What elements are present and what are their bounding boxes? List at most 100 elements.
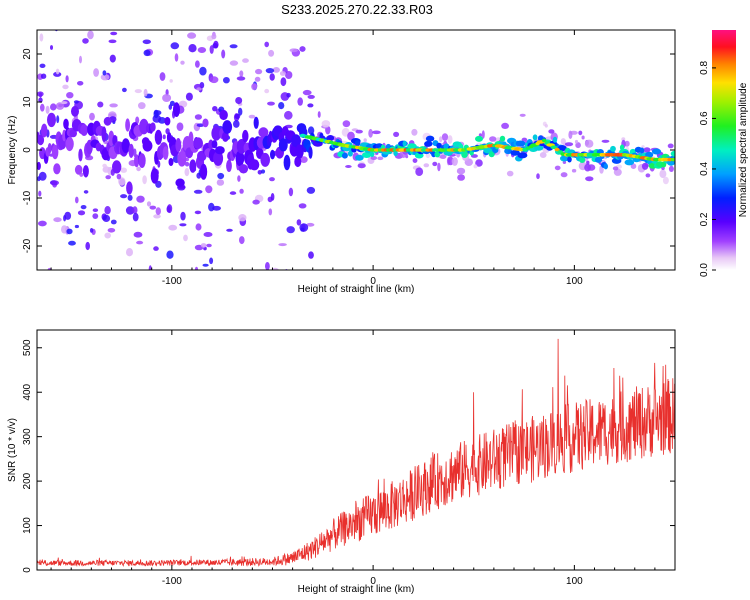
ridge-blob [71, 105, 79, 117]
ridge-blob [74, 164, 83, 175]
ridge-blob [355, 154, 364, 161]
spectral-blob [229, 191, 237, 195]
spectral-blob [667, 143, 674, 149]
spectral-blob [65, 75, 69, 83]
spectral-blob [50, 103, 57, 111]
spectral-blob [202, 263, 209, 267]
spectral-blob [252, 199, 260, 205]
ridge-blob [188, 131, 194, 145]
spectral-blob [55, 68, 60, 75]
spectral-blob [624, 140, 630, 147]
spectral-blob [269, 73, 275, 81]
spectral-blob [153, 246, 159, 251]
spectral-blob [120, 167, 127, 173]
spectral-blob [357, 163, 366, 169]
x-tick-label: 0 [370, 276, 376, 287]
y-tick-label: -20 [22, 238, 33, 253]
ridge-blob [557, 145, 567, 152]
spectral-blob [216, 179, 225, 186]
spectral-blob [197, 47, 207, 53]
spectral-blob [39, 33, 44, 42]
ridge-blob [65, 136, 74, 152]
spectral-blob [571, 168, 577, 173]
spectral-blob [125, 206, 135, 215]
spectral-blob [174, 53, 179, 62]
spectral-blob [297, 97, 304, 106]
spectral-blob [55, 102, 65, 110]
spectral-blob [210, 4, 215, 8]
ridge-blob [283, 154, 291, 171]
spectral-blob [113, 25, 118, 30]
spectral-blob [180, 60, 185, 65]
spectral-blob [612, 166, 619, 171]
spectral-blob [286, 226, 295, 234]
spectral-blob [212, 106, 218, 112]
spectral-blob [659, 169, 667, 179]
spectral-blob [307, 103, 314, 108]
ridge-blob [475, 135, 483, 142]
spectral-blob [93, 68, 99, 77]
spectral-blob [146, 201, 152, 207]
spectral-blob [229, 60, 239, 66]
spectral-blob [268, 208, 273, 216]
snr-panel: -100 0 100 0 100 200 300 400 500 Height of strai… [7, 329, 676, 595]
ridge-blob [222, 120, 233, 134]
ridge-blob [354, 140, 361, 147]
ridge-peak [377, 148, 383, 152]
spectral-blob [177, 11, 184, 19]
ridge-blob [532, 134, 538, 141]
colorbar-tick-label: 0.0 [699, 263, 710, 277]
spectral-blob [68, 240, 76, 246]
ridge-blob [510, 149, 520, 156]
x-tick-label: -100 [162, 276, 182, 287]
spectral-blob [506, 170, 514, 177]
y-tick-label: 0 [22, 567, 33, 573]
spectral-blob [265, 262, 270, 270]
ridge-blob [402, 140, 407, 147]
ridge-blob [443, 143, 450, 150]
spectral-blob [548, 129, 555, 134]
spectral-blob [578, 130, 583, 136]
ridge-blob [202, 118, 209, 128]
spectral-blob [301, 0, 310, 1]
ridge-blob [258, 127, 269, 138]
spectral-blob [601, 139, 610, 143]
spectral-blob [587, 164, 596, 171]
spectral-blob [40, 103, 45, 112]
spectral-blob [268, 49, 275, 57]
spectral-blob [236, 76, 246, 81]
spectral-blob [345, 165, 352, 168]
spectral-blob [248, 114, 256, 119]
spectral-blob [38, 190, 42, 197]
colorbar-tick-label: 0.4 [699, 162, 710, 176]
spectral-blob [120, 194, 128, 199]
ridge-blob [270, 149, 275, 160]
spectral-blob [300, 156, 308, 164]
spectral-blob [193, 189, 203, 194]
spectral-blob [275, 20, 278, 27]
spectral-blob [536, 173, 540, 180]
spectral-blob [64, 14, 70, 22]
spectral-blob [235, 97, 243, 104]
spectral-blob [393, 131, 400, 137]
colorbar-label: Normalized spectral amplitude [738, 82, 749, 217]
spectral-blob [144, 341, 153, 349]
ridge-blob [150, 122, 156, 132]
spectral-blob [439, 154, 447, 159]
spectral-blob [273, 8, 280, 17]
spectral-blob [66, 92, 74, 99]
y-tick-label: 10 [22, 96, 33, 108]
spectral-blob [307, 126, 315, 135]
spectral-blob [269, 177, 275, 182]
ridge-blob [138, 153, 146, 169]
spectral-blob [363, 138, 367, 143]
spectral-blob [104, 206, 111, 215]
ridge-blob [499, 135, 506, 142]
ridge-blob [645, 151, 654, 158]
spectral-blob [296, 219, 302, 226]
ridge-blob [53, 163, 61, 175]
spectral-blob [489, 136, 497, 142]
spectral-blob [148, 265, 152, 270]
